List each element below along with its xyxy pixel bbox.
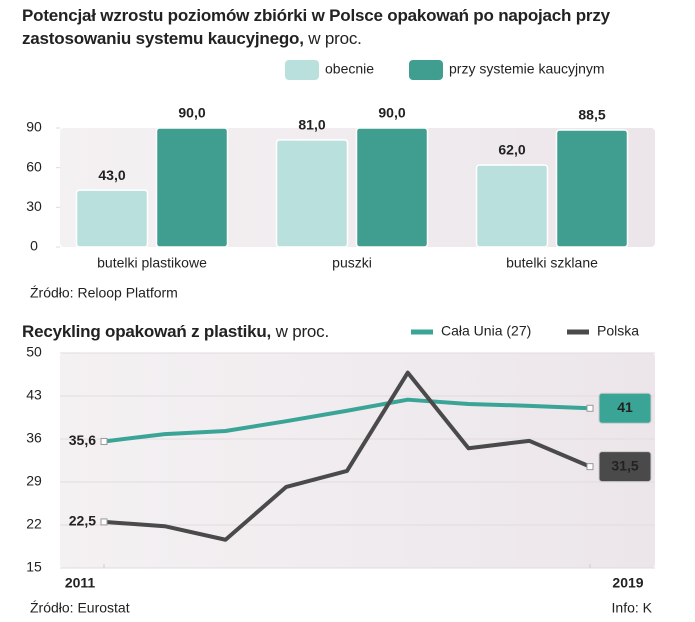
y-tick-label: 36 [26,430,42,446]
value-label: 43,0 [98,167,125,183]
legend-label: przy systemie kaucyjnym [449,61,605,77]
x-tick-label: 2019 [612,575,643,591]
bar [355,127,429,248]
chart-title: Potencjał wzrostu poziomów zbiórki w Pol… [22,4,672,50]
bar [155,127,229,248]
point [586,404,594,412]
value-label: 81,0 [298,117,325,133]
legend-label: Cała Unia (27) [441,323,531,339]
y-tick-label: 22 [26,516,42,532]
x-tick-label: puszki [332,255,372,271]
x-tick-label: 2011 [65,575,96,591]
title-text: Potencjał wzrostu poziomów zbiórki w Pol… [22,6,610,48]
bar [475,164,549,248]
bar [75,189,149,248]
chart-title: Recykling opakowań z plastiku, w proc. [22,320,672,343]
source: Źródło: Eurostat [30,600,130,616]
bar [275,139,349,248]
unit: w proc. [308,29,362,48]
title-text: Recykling opakowań z plastiku, [22,322,272,341]
y-tick-label: 30 [26,198,42,214]
credit: Info: K [612,600,653,616]
value-label: 35,6 [69,432,96,448]
source: Źródło: Reloop Platform [30,285,178,301]
y-tick-label: 90 [26,119,42,135]
unit: w proc. [275,322,330,341]
y-tick-label: 29 [26,473,42,489]
x-tick-label: butelki plastikowe [97,255,207,271]
value-label: 90,0 [378,105,405,121]
value-label: 90,0 [178,105,205,121]
value-box [598,451,652,483]
point [100,437,108,445]
value-label: 31,5 [611,457,638,473]
y-tick-label: 60 [26,158,42,174]
value-label: 62,0 [498,142,525,158]
line [103,370,591,542]
value-box [598,392,652,424]
y-tick-label: 0 [30,238,38,254]
legend-label: Polska [597,323,639,339]
y-tick-label: 50 [26,344,42,360]
plot-background [60,353,655,568]
legend-swatch [285,60,319,80]
value-label: 88,5 [578,107,605,123]
y-tick-label: 15 [26,559,42,575]
x-tick-label: butelki szklane [506,255,598,271]
bar [555,129,629,248]
point [100,518,108,526]
value-label: 41 [617,399,633,415]
point [586,463,594,471]
legend-swatch [409,60,443,80]
y-tick-label: 43 [26,387,42,403]
value-label: 22,5 [69,513,96,529]
legend-label: obecnie [325,61,374,77]
line [103,397,591,444]
